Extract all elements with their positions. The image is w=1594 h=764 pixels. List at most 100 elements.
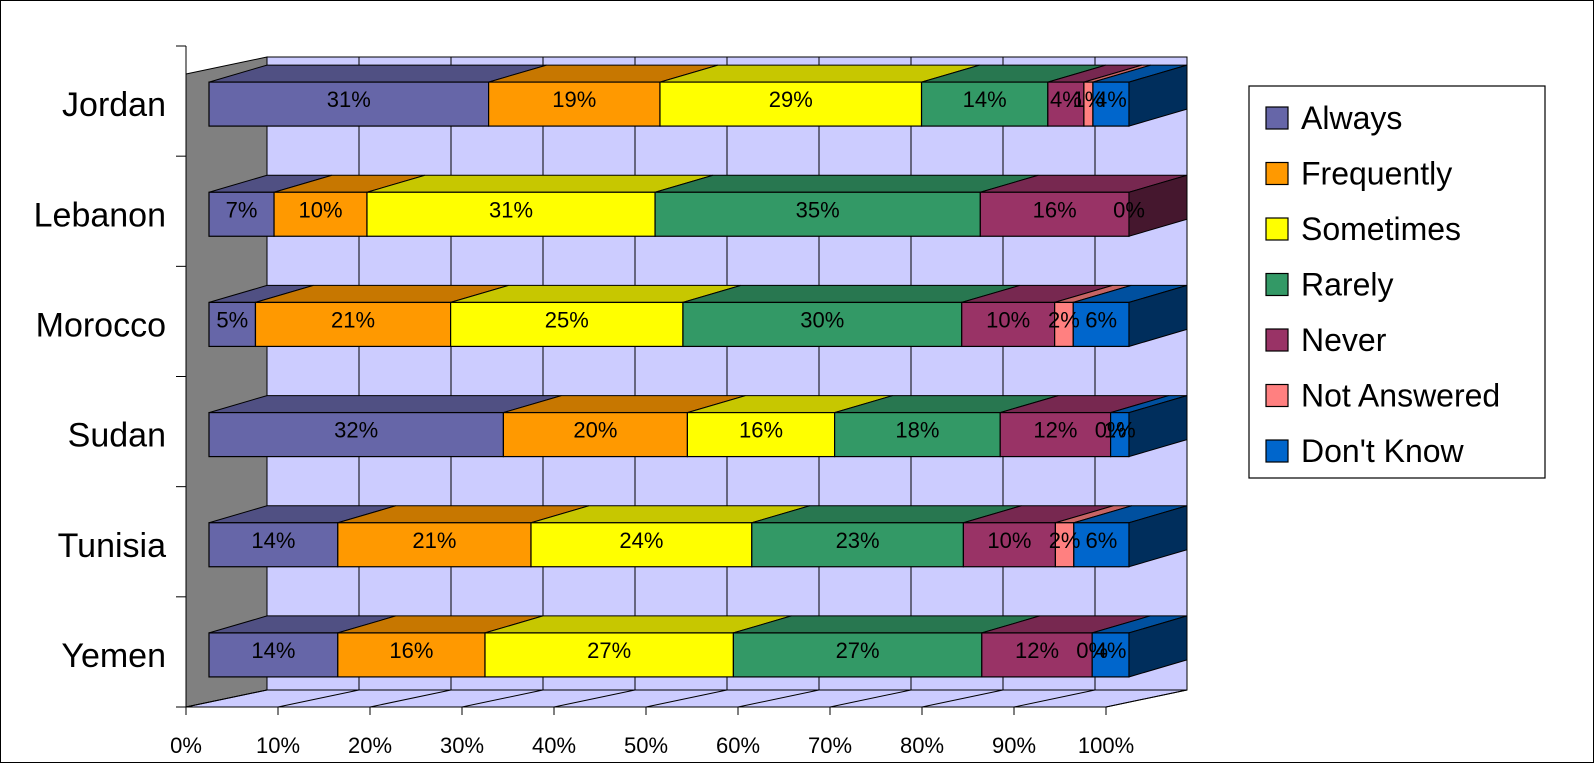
floor-gridline	[277, 689, 360, 708]
bar-segment	[337, 632, 486, 678]
x-tick-label: 10%	[256, 733, 300, 758]
floor-gridline	[829, 689, 912, 708]
legend-swatch	[1265, 161, 1289, 186]
data-label: 16%	[389, 638, 433, 663]
bar-segment	[502, 411, 688, 458]
x-tick-label: 70%	[808, 733, 852, 758]
data-label: 27%	[836, 638, 880, 663]
x-tick-label: 40%	[532, 733, 576, 758]
bar-segment	[654, 191, 981, 237]
data-label: 31%	[327, 87, 371, 112]
data-label: 14%	[963, 87, 1007, 112]
legend-label: Never	[1301, 322, 1387, 358]
data-label: 12%	[1015, 638, 1059, 663]
bar-segment	[208, 411, 504, 458]
x-tick-label: 60%	[716, 733, 760, 758]
category-label: Morocco	[36, 306, 166, 344]
x-tick-label: 20%	[348, 733, 392, 758]
bar-group: 14% 16% 27% 27% 12% 0%4%	[208, 615, 1188, 678]
bar-segment	[682, 301, 963, 348]
data-label: 1%	[1073, 87, 1105, 112]
legend-swatch	[1265, 439, 1289, 463]
data-label: 20%	[573, 418, 617, 443]
data-label: 10%	[987, 528, 1031, 553]
bar-segment	[208, 191, 275, 237]
bar-segment	[530, 522, 753, 568]
floor-gridline	[369, 689, 452, 708]
data-label: 16%	[739, 418, 783, 443]
legend-swatch	[1265, 328, 1289, 352]
data-label: 1%	[1104, 418, 1136, 443]
data-label: 4%	[1095, 87, 1127, 112]
data-label: 16%	[1033, 197, 1077, 222]
category-label: Lebanon	[34, 196, 166, 234]
data-label: 6%	[1086, 528, 1118, 553]
bar-segment-top	[366, 174, 714, 193]
bar-end-cap	[1128, 615, 1188, 678]
floor-gridline	[1013, 689, 1096, 708]
data-label: 29%	[769, 87, 813, 112]
category-label: Sudan	[68, 417, 166, 455]
category-label: Tunisia	[58, 527, 166, 565]
legend-swatch	[1265, 272, 1289, 297]
bar-segment	[981, 632, 1093, 678]
bar-group: 5% 21% 25% 30% 10% 2% 6%	[208, 284, 1188, 348]
data-label: 14%	[251, 638, 295, 663]
x-tick-label: 90%	[992, 733, 1036, 758]
x-tick-label: 0%	[170, 733, 202, 758]
bar-segment	[1047, 81, 1085, 127]
legend-label: Frequently	[1301, 156, 1452, 192]
category-label: Yemen	[61, 637, 166, 675]
data-label: 32%	[334, 418, 378, 443]
bar-segment	[208, 632, 339, 678]
floor-gridline	[921, 689, 1004, 708]
bar-segment	[488, 81, 661, 127]
x-tick-label: 100%	[1078, 733, 1134, 758]
legend-label: Sometimes	[1301, 211, 1461, 247]
data-label: 31%	[489, 197, 533, 222]
floor-gridline	[645, 689, 728, 708]
data-label: 30%	[800, 307, 844, 332]
bar-segment	[999, 411, 1112, 458]
bar-group: 32% 20% 16% 18% 12% 0%1%	[208, 394, 1188, 458]
data-label: 2%	[1049, 528, 1081, 553]
bar-segment	[208, 301, 257, 348]
data-label: 7%	[226, 197, 258, 222]
data-label: 10%	[986, 307, 1030, 332]
bar-segment	[208, 81, 490, 127]
category-label: Jordan	[62, 86, 166, 124]
bar-segment	[1091, 632, 1130, 678]
legend-swatch	[1265, 217, 1289, 241]
data-label: 2%	[1048, 307, 1080, 332]
bar-group: 7% 10% 31% 35% 16% 0%	[208, 174, 1188, 237]
x-tick-label: 30%	[440, 733, 484, 758]
legend-label: Always	[1301, 100, 1402, 136]
data-label: 6%	[1085, 307, 1117, 332]
floor-gridline	[1105, 689, 1188, 708]
bar-group: 14% 21% 24% 23% 10% 2% 6%	[208, 505, 1188, 568]
bar-segment	[366, 191, 656, 237]
bar-end-cap	[1128, 284, 1188, 348]
legend-label: Rarely	[1301, 267, 1393, 303]
x-tick-label: 50%	[624, 733, 668, 758]
data-label: 21%	[412, 528, 456, 553]
floor-gridline	[461, 689, 544, 708]
data-label: 35%	[796, 197, 840, 222]
bar-group: 31% 19% 29% 14% 4%1%4%	[208, 64, 1188, 127]
bar-end-cap	[1128, 174, 1188, 237]
bar-end-cap	[1128, 394, 1188, 458]
data-label: 0%	[1113, 197, 1145, 222]
bar-segment-top	[208, 395, 562, 414]
floor-gridline	[737, 689, 820, 708]
legend-label: Not Answered	[1301, 378, 1500, 414]
data-label: 0%	[1095, 418, 1127, 443]
bar-segment	[450, 301, 684, 348]
data-label: 0%	[1076, 638, 1108, 663]
data-label: 4%	[1050, 87, 1082, 112]
floor-gridline	[185, 689, 268, 708]
data-label: 21%	[331, 307, 375, 332]
x-tick-label: 80%	[900, 733, 944, 758]
bar-segment	[659, 81, 923, 127]
